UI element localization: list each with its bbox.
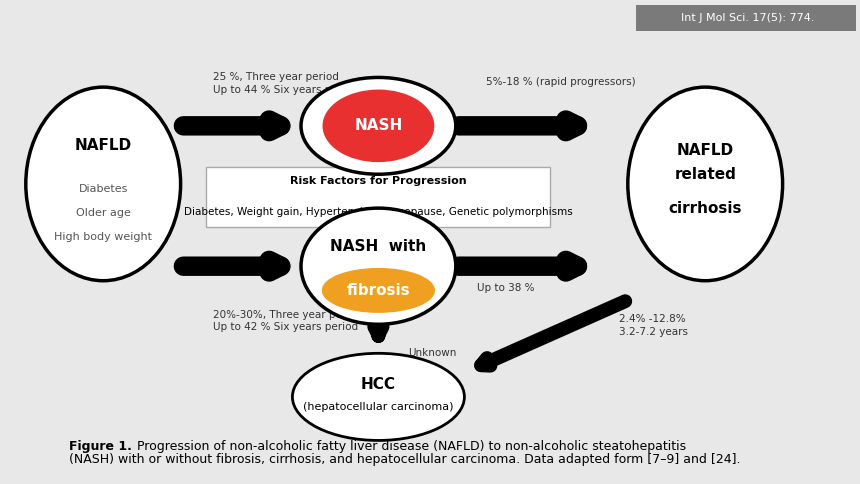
Ellipse shape bbox=[26, 87, 181, 281]
Text: 5%-18 % (rapid progressors): 5%-18 % (rapid progressors) bbox=[486, 77, 636, 87]
Text: Risk Factors for Progression: Risk Factors for Progression bbox=[290, 177, 467, 186]
Text: Up to 44 % Six years period: Up to 44 % Six years period bbox=[213, 85, 359, 94]
Text: NAFLD: NAFLD bbox=[75, 138, 132, 152]
Ellipse shape bbox=[322, 90, 434, 162]
Text: (NASH) with or without fibrosis, cirrhosis, and hepatocellular carcinoma. Data a: (NASH) with or without fibrosis, cirrhos… bbox=[69, 453, 740, 466]
Text: Up to 42 % Six years period: Up to 42 % Six years period bbox=[213, 322, 359, 332]
Text: Up to 38 %: Up to 38 % bbox=[477, 283, 535, 293]
Text: NASH: NASH bbox=[354, 119, 402, 133]
Text: 3.2-7.2 years: 3.2-7.2 years bbox=[619, 327, 688, 336]
Text: NASH  with: NASH with bbox=[330, 240, 427, 254]
Text: NAFLD: NAFLD bbox=[677, 143, 734, 157]
Ellipse shape bbox=[292, 353, 464, 440]
Text: HCC: HCC bbox=[361, 378, 396, 392]
Text: Progression of non-alcoholic fatty liver disease (NAFLD) to non-alcoholic steato: Progression of non-alcoholic fatty liver… bbox=[133, 440, 686, 454]
Text: Older age: Older age bbox=[76, 208, 131, 218]
Text: Unknown: Unknown bbox=[408, 348, 457, 358]
Text: related: related bbox=[674, 167, 736, 182]
Text: Int J Mol Sci. 17(5): 774.: Int J Mol Sci. 17(5): 774. bbox=[681, 13, 815, 23]
Text: 25 %, Three year period: 25 %, Three year period bbox=[213, 73, 339, 82]
Text: 2.4% -12.8%: 2.4% -12.8% bbox=[619, 315, 685, 324]
Text: cirrhosis: cirrhosis bbox=[668, 201, 742, 215]
Text: fibrosis: fibrosis bbox=[347, 283, 410, 298]
Text: (hepatocellular carcinoma): (hepatocellular carcinoma) bbox=[303, 402, 454, 411]
Text: 20%-30%, Three year period: 20%-30%, Three year period bbox=[213, 310, 363, 319]
Text: Diabetes, Weight gain, Hypertension, Menopause, Genetic polymorphisms: Diabetes, Weight gain, Hypertension, Men… bbox=[184, 207, 573, 216]
Ellipse shape bbox=[301, 77, 456, 174]
Ellipse shape bbox=[322, 269, 434, 312]
Text: High body weight: High body weight bbox=[54, 232, 152, 242]
FancyBboxPatch shape bbox=[206, 167, 550, 227]
Text: Figure 1.: Figure 1. bbox=[69, 440, 132, 454]
Ellipse shape bbox=[628, 87, 783, 281]
Text: Diabetes: Diabetes bbox=[78, 184, 128, 194]
Ellipse shape bbox=[301, 208, 456, 324]
FancyBboxPatch shape bbox=[636, 5, 856, 31]
